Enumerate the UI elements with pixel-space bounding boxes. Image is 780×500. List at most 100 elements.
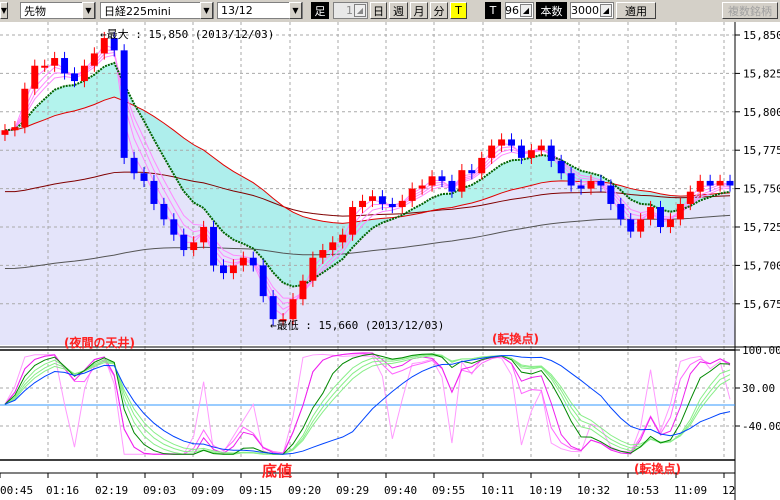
candle-body (80, 65, 88, 82)
candle-body (617, 203, 625, 220)
price-tick-label: 15,725 (743, 221, 780, 234)
candle-body (239, 257, 247, 266)
candle-body (190, 242, 198, 251)
candle-body (607, 185, 615, 204)
time-tick-label: 11:09 (674, 484, 707, 497)
candle-body (269, 296, 277, 320)
candle-body (726, 180, 734, 186)
osc-lightgreen-line (4, 354, 731, 455)
candle-body (200, 227, 208, 243)
candle-body (1, 130, 9, 135)
candle-body (170, 219, 178, 235)
bar-count-value: 1 (346, 4, 353, 17)
contract-select[interactable]: 13/12 (217, 2, 303, 19)
candle-body (686, 191, 694, 204)
candle-body (478, 157, 486, 174)
ma-gray-line (4, 214, 731, 269)
price-tick-label: 15,800 (743, 106, 780, 119)
candle-body (468, 170, 476, 174)
product-select[interactable]: 日経225mini (100, 2, 214, 19)
time-tick-label: 09:03 (143, 484, 176, 497)
candle-body (716, 180, 724, 186)
chevron-down-icon[interactable]: ▼ (200, 2, 213, 19)
count-spinner[interactable]: 3000 ◢ (570, 2, 614, 19)
market-select[interactable]: 先物 (20, 2, 96, 19)
time-tick-label: 09:09 (191, 484, 224, 497)
t-label: T (485, 2, 501, 19)
time-tick-label: 10:32 (577, 484, 610, 497)
price-tick-label: 15,825 (743, 67, 780, 80)
chevron-down-icon[interactable]: ▼ (289, 2, 302, 19)
candle-body (557, 160, 565, 174)
candle-body (259, 265, 267, 297)
candle-body (61, 58, 69, 74)
candle-body (140, 173, 148, 181)
ma-cloud-fill (4, 62, 731, 287)
spinner-icon[interactable]: ◢ (520, 4, 532, 17)
time-tick-label: 09:15 (239, 484, 272, 497)
time-tick-label: 12 (722, 484, 735, 497)
osc-tick-label: -40.00 (742, 420, 780, 433)
period-month-button[interactable]: 月 (410, 2, 428, 19)
time-tick-label: 00:45 (0, 484, 33, 497)
bar-label: 足 (311, 2, 329, 19)
t-value-spinner[interactable]: 96 ◢ (505, 2, 534, 19)
candle-body (488, 145, 496, 158)
time-tick-label: 09:29 (336, 484, 369, 497)
candle-body (289, 299, 297, 320)
candle-body (547, 145, 555, 161)
t-value: 96 (505, 4, 519, 17)
time-tick-label: 09:20 (288, 484, 321, 497)
osc-green-line (4, 353, 731, 455)
candle-body (537, 145, 545, 151)
candle-body (378, 196, 386, 204)
spinner-icon[interactable]: ◢ (354, 4, 366, 17)
price-chart[interactable]: 15,850 15,825 15,800 15,775 15,750 15,725 15,7… (0, 22, 780, 500)
candle-body (508, 139, 515, 146)
candle-body (388, 203, 396, 208)
candle-body (657, 207, 664, 227)
candle-body (31, 65, 39, 89)
candle-body (21, 88, 29, 128)
time-tick-label: 09:55 (432, 484, 465, 497)
candle-body (220, 265, 227, 274)
price-tick-label: 15,675 (743, 298, 780, 311)
candle-body (279, 319, 287, 322)
candle-body (676, 203, 684, 220)
candle-body (637, 219, 645, 232)
menu-dropdown-button[interactable]: ▼ (0, 2, 8, 19)
time-tick-label: 10:19 (529, 484, 562, 497)
candle-body (587, 180, 595, 189)
spinner-icon[interactable]: ◢ (600, 4, 612, 17)
market-value: 先物 (24, 4, 46, 18)
candle-body (408, 188, 416, 201)
contract-value: 13/12 (221, 4, 253, 17)
chevron-down-icon[interactable]: ▼ (82, 2, 95, 19)
candle-body (120, 50, 128, 158)
turning-point-label: (転換点) (492, 332, 539, 346)
period-tick-button[interactable]: T (450, 2, 467, 19)
period-week-button[interactable]: 週 (389, 2, 408, 19)
candle-body (577, 185, 585, 189)
price-tick-label: 15,850 (743, 29, 780, 42)
price-tick-label: 15,750 (743, 183, 780, 196)
candle-body (567, 173, 575, 186)
candle-body (498, 139, 506, 146)
time-tick-label: 10:53 (626, 484, 659, 497)
max-annotation: ←最大 : 15,850 (2013/12/03) (100, 28, 275, 41)
multi-symbol-button[interactable]: 複数銘柄 (722, 2, 778, 19)
period-day-button[interactable]: 日 (370, 2, 387, 19)
candle-body (130, 157, 138, 174)
price-tick-label: 15,775 (743, 144, 780, 157)
candle-body (299, 280, 307, 300)
apply-button[interactable]: 適用 (616, 2, 656, 19)
candle-body (706, 180, 714, 186)
candle-body (597, 180, 605, 186)
candle-body (180, 234, 188, 251)
candle-body (359, 200, 367, 208)
candle-body (150, 180, 158, 204)
bar-count-spinner[interactable]: 1 ◢ (333, 2, 368, 19)
candle-body (527, 150, 535, 158)
period-minute-button[interactable]: 分 (430, 2, 448, 19)
candle-body (309, 257, 317, 281)
